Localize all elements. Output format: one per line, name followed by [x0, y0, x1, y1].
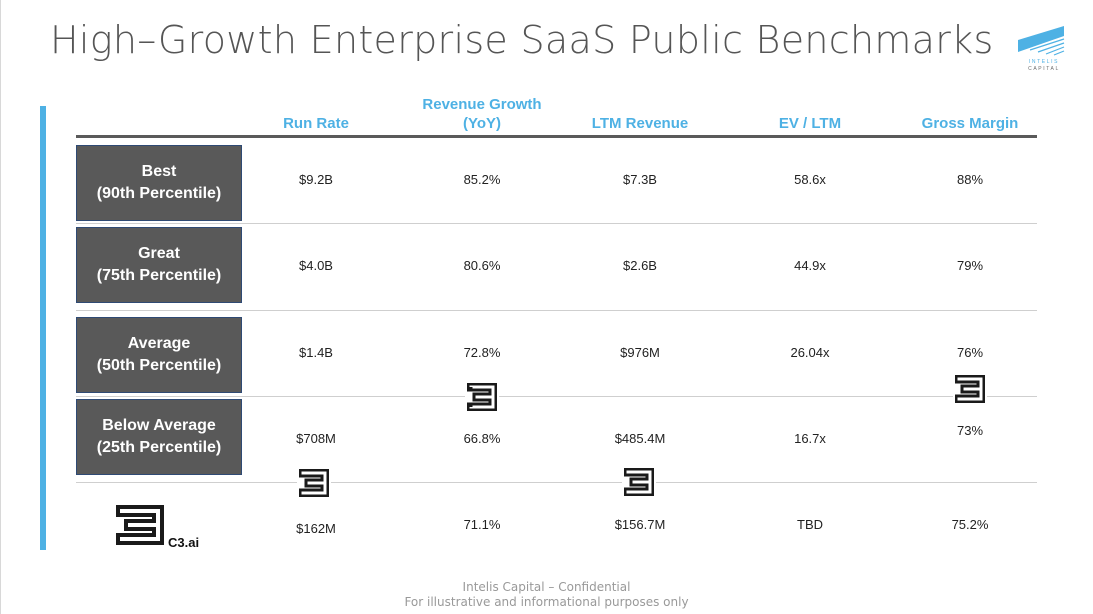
cell-run-rate: $1.4B — [299, 345, 333, 360]
cell-ltm-revenue: $485.4M — [614, 431, 666, 446]
row-divider — [76, 396, 1037, 397]
tier-percentile: (90th Percentile) — [96, 185, 222, 202]
column-header-line2: Gross Margin — [921, 115, 1019, 132]
row-divider — [76, 482, 1037, 483]
c3-marker-icon — [465, 383, 499, 411]
cell-ev-ltm: TBD — [797, 517, 823, 532]
tier-label-best: Best (90th Percentile) — [76, 145, 242, 221]
cell-ev-ltm: 26.04x — [790, 345, 830, 360]
cell-gross-margin: 75.2% — [951, 517, 989, 532]
accent-bar — [40, 106, 46, 550]
tier-label-average: Average (50th Percentile) — [76, 317, 242, 393]
cell-gross-margin: 76% — [956, 345, 984, 360]
cell-revenue-growth: 66.8% — [463, 431, 501, 446]
column-header-line1: Revenue Growth — [422, 96, 542, 113]
column-header-line2: EV / LTM — [778, 115, 842, 132]
tier-percentile: (75th Percentile) — [96, 267, 222, 284]
tier-name: Below Average — [102, 417, 216, 434]
cell-ev-ltm: 58.6x — [794, 172, 826, 187]
c3ai-logo: C3.ai — [116, 505, 206, 551]
c3ai-logo-icon — [116, 505, 164, 545]
tier-name: Average — [127, 335, 191, 352]
footer-disclaimer: For illustrative and informational purpo… — [404, 595, 689, 609]
cell-ltm-revenue: $2.6B — [623, 258, 657, 273]
slide-edge — [0, 0, 1, 614]
c3-marker-icon — [953, 375, 987, 403]
cell-revenue-growth: 80.6% — [463, 258, 501, 273]
tier-label-below-average: Below Average (25th Percentile) — [76, 399, 242, 475]
cell-revenue-growth: 71.1% — [463, 517, 501, 532]
column-header-line2: LTM Revenue — [591, 115, 689, 132]
cell-gross-margin: 73% — [956, 423, 984, 438]
cell-run-rate: $708M — [296, 431, 336, 446]
row-divider — [76, 223, 1037, 224]
intelis-logo-icon — [1018, 26, 1065, 56]
logo-line-2: CAPITAL — [1028, 66, 1060, 72]
cell-ltm-revenue: $156.7M — [614, 517, 666, 532]
logo-line-1: INTELIS — [1028, 59, 1060, 65]
column-header-line2: Run Rate — [283, 115, 349, 132]
cell-gross-margin: 88% — [956, 172, 984, 187]
header-divider — [76, 135, 1037, 138]
c3-marker-icon — [622, 468, 656, 496]
page-title: High–Growth Enterprise SaaS Public Bench… — [50, 18, 994, 62]
cell-ev-ltm: 44.9x — [794, 258, 826, 273]
c3-marker-icon — [297, 469, 331, 497]
cell-revenue-growth: 72.8% — [463, 345, 501, 360]
tier-name: Best — [141, 163, 177, 180]
cell-revenue-growth: 85.2% — [463, 172, 501, 187]
row-divider — [76, 310, 1037, 311]
column-header-revenue-growth: Revenue Growth (YoY) — [402, 95, 562, 133]
cell-run-rate: $4.0B — [299, 258, 333, 273]
company-name: C3.ai — [168, 535, 200, 550]
cell-ltm-revenue: $976M — [620, 345, 660, 360]
cell-run-rate: $9.2B — [299, 172, 333, 187]
tier-label-great: Great (75th Percentile) — [76, 227, 242, 303]
cell-ev-ltm: 16.7x — [794, 431, 826, 446]
cell-run-rate: $162M — [296, 521, 336, 536]
intelis-capital-logo: INTELIS CAPITAL — [1012, 26, 1070, 74]
cell-gross-margin: 79% — [956, 258, 984, 273]
tier-percentile: (25th Percentile) — [96, 439, 222, 456]
tier-percentile: (50th Percentile) — [96, 357, 222, 374]
tier-name: Great — [138, 245, 180, 262]
cell-ltm-revenue: $7.3B — [623, 172, 657, 187]
footer-confidential: Intelis Capital – Confidential — [462, 580, 631, 594]
column-header-line2: (YoY) — [462, 115, 502, 132]
